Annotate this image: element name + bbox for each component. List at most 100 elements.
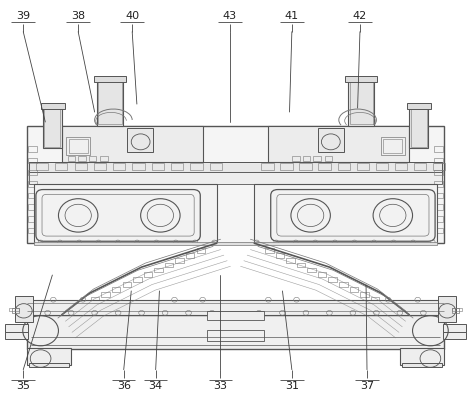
Bar [434,228,443,233]
Bar [165,263,173,267]
Bar [41,103,65,109]
Bar [97,80,123,126]
Bar [297,263,305,267]
Bar [66,137,90,155]
Bar [15,296,32,322]
Bar [94,163,106,170]
Bar [74,163,87,170]
Bar [434,146,443,152]
Bar [453,308,462,311]
Bar [112,287,121,292]
Bar [395,163,407,170]
Bar [434,181,443,187]
Bar [28,181,37,187]
Bar [439,296,456,322]
Bar [300,163,312,170]
Bar [29,172,442,184]
Bar [33,242,438,245]
Bar [152,163,164,170]
Bar [91,297,99,302]
Bar [94,76,126,82]
Bar [375,163,388,170]
Bar [434,170,443,175]
Bar [348,80,374,126]
Bar [190,163,203,170]
Bar [26,348,71,365]
Bar [154,267,162,272]
Bar [433,163,445,170]
Bar [434,158,443,164]
Bar [345,76,377,82]
Bar [360,292,369,297]
Bar [325,156,332,161]
Bar [286,258,295,263]
Bar [171,163,183,170]
Bar [409,108,428,148]
Bar [434,193,443,198]
Bar [402,363,442,367]
Bar [196,248,205,253]
Bar [383,139,402,153]
Bar [69,139,88,153]
Bar [26,126,445,243]
Bar [9,308,18,311]
Bar [28,158,37,164]
Bar [317,128,343,152]
Bar [318,163,331,170]
Bar [443,331,466,340]
Text: 33: 33 [213,381,227,391]
Bar [292,156,300,161]
Bar [44,109,60,146]
Bar [98,81,122,124]
Bar [280,163,292,170]
Bar [28,193,37,198]
Bar [26,300,445,315]
Bar [381,137,405,155]
Bar [62,126,203,162]
Bar [434,216,443,222]
Bar [5,324,28,332]
Bar [132,163,145,170]
Bar [265,248,274,253]
Text: 38: 38 [71,11,85,21]
Bar [207,311,264,320]
Bar [26,315,445,349]
Bar [28,228,37,233]
Bar [357,163,369,170]
Text: 40: 40 [125,11,139,21]
Bar [371,297,379,302]
Bar [411,109,427,146]
Bar [452,308,459,313]
Text: 35: 35 [16,381,30,391]
Bar [443,324,466,332]
Text: 39: 39 [16,11,30,21]
Polygon shape [254,184,438,243]
Bar [338,163,350,170]
Bar [5,331,28,340]
Bar [89,156,97,161]
Bar [210,163,222,170]
Bar [303,156,310,161]
Bar [36,163,48,170]
Bar [133,277,142,282]
Bar [122,282,131,287]
Text: 42: 42 [353,11,367,21]
Bar [29,363,69,367]
Bar [43,108,62,148]
Bar [113,163,125,170]
Bar [276,253,284,258]
Bar [100,156,108,161]
Text: 41: 41 [285,11,299,21]
Bar [28,216,37,222]
Bar [28,146,37,152]
Bar [414,163,426,170]
Bar [400,348,445,365]
Text: 36: 36 [117,381,131,391]
Bar [207,330,264,342]
Bar [314,156,321,161]
Bar [78,156,86,161]
Bar [29,162,442,172]
Bar [128,128,154,152]
Bar [80,302,89,306]
Bar [12,308,19,313]
